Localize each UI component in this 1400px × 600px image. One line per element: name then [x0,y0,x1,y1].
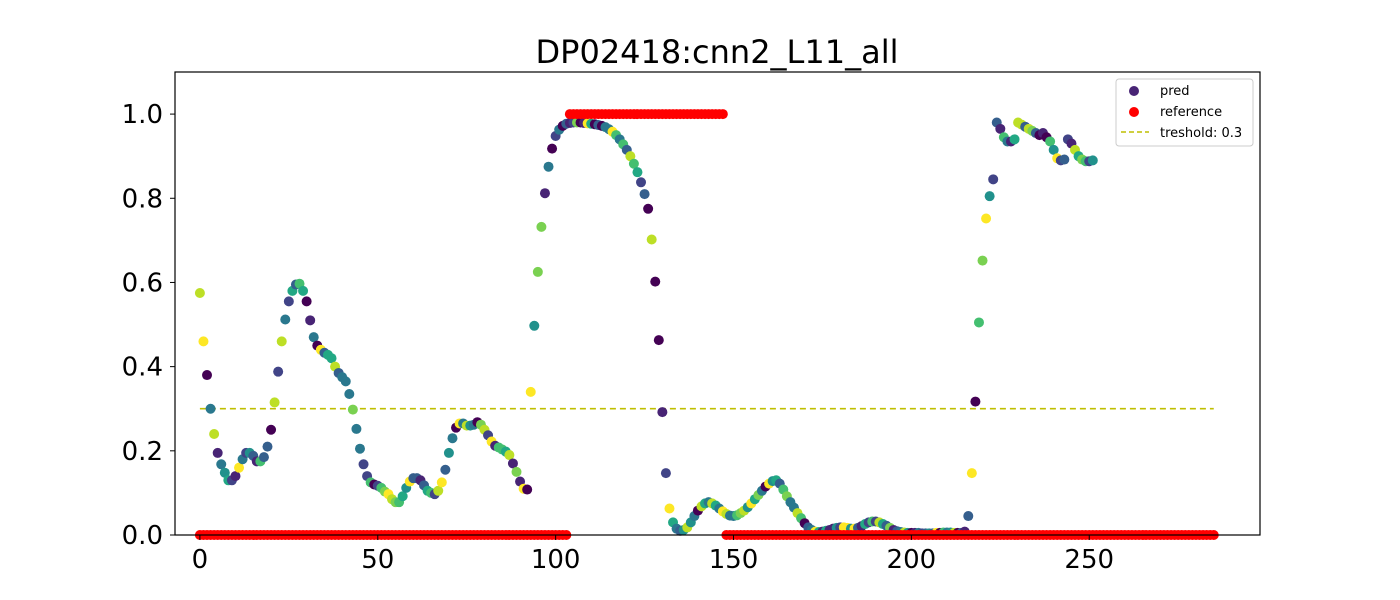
pred-point [539,188,550,199]
pred-point [639,189,650,200]
pred-point [547,143,558,154]
pred-point [440,464,451,475]
x-tick-label: 200 [887,545,937,575]
pred-point [326,353,337,364]
legend-reference-label: reference [1160,105,1222,120]
pred-point [433,485,444,496]
pred-point [305,315,316,326]
pred-point [628,158,639,169]
legend-pred-marker [1129,86,1139,96]
axes: 0 50 100 150 200 250 0.0 0.2 0.4 0.6 0.8 1.0 [122,100,1114,575]
x-tick-label: 0 [192,545,209,575]
legend: pred reference treshold: 0.3 [1115,78,1254,147]
pred-point [301,296,312,307]
plot-area [194,109,1219,540]
pred-point [970,396,981,407]
legend-reference-marker [1129,107,1139,117]
pred-point [280,314,291,325]
pred-point [529,320,540,331]
pred-point [657,407,668,418]
pred-point [543,161,554,172]
pred-point [354,443,365,454]
pred-point [1045,136,1056,147]
pred-point [973,317,984,328]
pred-point [650,276,661,287]
pred-point [347,404,358,415]
pred-point [984,191,995,202]
pred-point [351,423,362,434]
y-tick-label: 0.2 [122,437,163,467]
pred-point [625,151,636,162]
pred-point [643,203,654,214]
pred-point [258,452,269,463]
pred-point [202,370,213,381]
pred-point [230,471,241,482]
pred-point [283,296,294,307]
pred-point [963,511,974,522]
x-tick-label: 150 [709,545,759,575]
pred-point [308,332,319,343]
y-tick-label: 0.8 [122,184,163,214]
pred-point [995,123,1006,134]
pred-point [1009,134,1020,145]
plot-frame [174,71,1261,536]
pred-point [198,336,209,347]
x-tick-label: 250 [1064,545,1114,575]
y-tick-label: 0.0 [122,521,163,551]
pred-point [216,459,227,470]
y-tick-label: 1.0 [122,100,163,130]
pred-point [536,221,547,232]
x-tick-label: 100 [531,545,581,575]
pred-point [443,447,454,458]
pred-point [1059,154,1070,165]
y-tick-label: 0.4 [122,353,163,383]
pred-point [522,484,533,495]
pred-point [397,491,408,502]
pred-point [276,336,287,347]
pred-point [262,441,273,452]
pred-point [273,366,284,377]
pred-point [340,376,351,387]
pred-point [212,447,223,458]
legend-box [1115,78,1254,147]
pred-point [532,266,543,277]
pred-point [653,335,664,346]
reference-point [717,109,728,120]
pred-point [525,386,536,397]
pred-point [194,287,205,298]
pred-point [266,424,277,435]
pred-point [511,466,522,477]
pred-point [436,477,447,488]
pred-point [344,388,355,399]
pred-point [977,255,988,266]
pred-point [1087,155,1098,166]
x-tick-label: 50 [361,545,394,575]
pred-point [1048,144,1059,155]
pred-point [205,403,216,414]
legend-threshold-label: treshold: 0.3 [1160,126,1242,141]
y-tick-label: 0.6 [122,268,163,298]
pred-point [507,458,518,469]
pred-point [981,213,992,224]
pred-point [504,450,515,461]
pred-point [636,177,647,188]
pred-point [664,503,675,514]
pred-point [269,397,280,408]
pred-point [219,467,230,478]
chart-title: DP02418:cnn2_L11_all [536,33,899,71]
pred-point [632,167,643,178]
pred-point [988,174,999,185]
pred-point [358,459,369,470]
pred-point [447,433,458,444]
pred-point [298,285,309,296]
pred-point [966,468,977,479]
pred-point [646,234,657,245]
pred-point [209,428,220,439]
pred-point [660,468,671,479]
legend-pred-label: pred [1160,84,1190,99]
pred-point [234,462,245,473]
